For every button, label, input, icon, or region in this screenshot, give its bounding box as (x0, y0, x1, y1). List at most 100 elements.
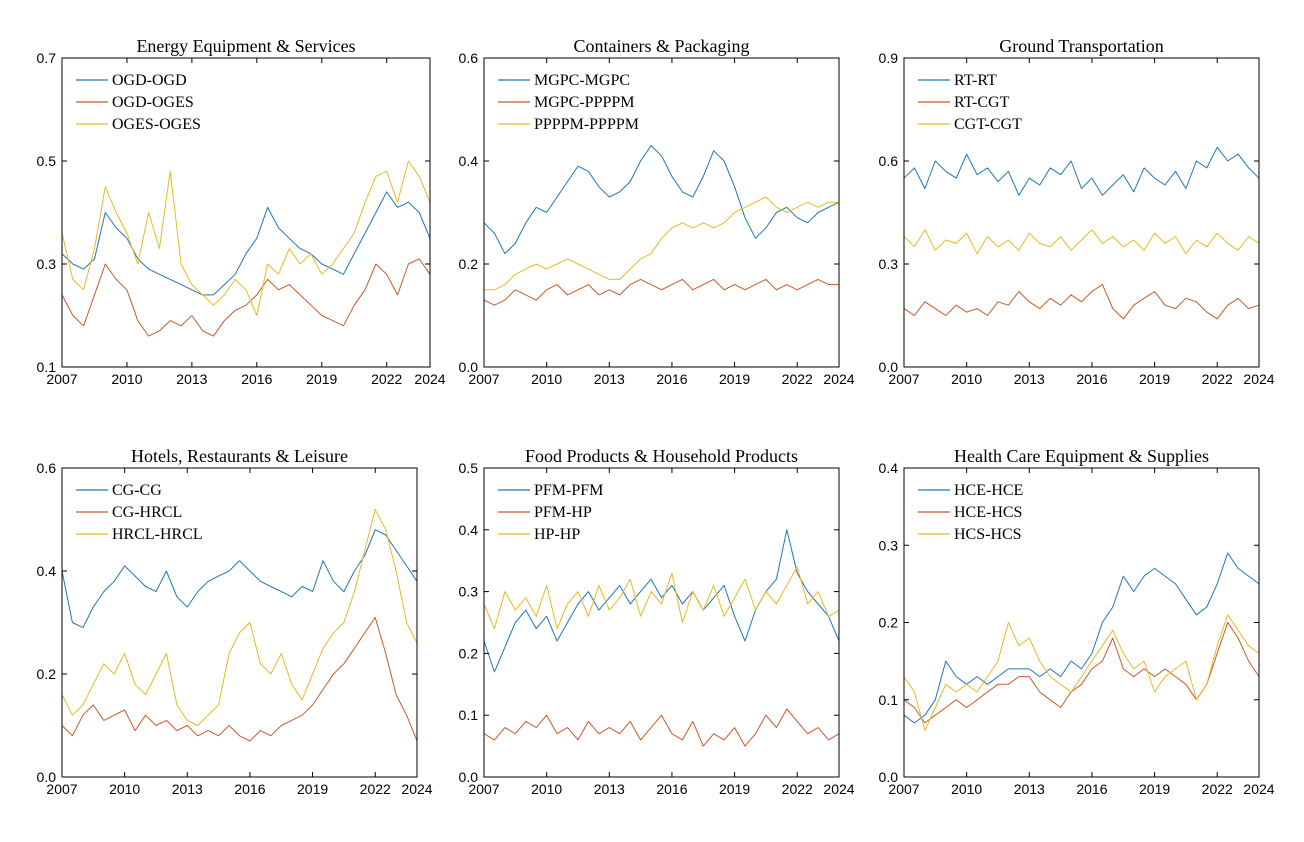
x-tick-label: 2016 (234, 781, 265, 797)
y-tick-label: 0.2 (879, 615, 899, 631)
panel-ground-transportation: Ground Transportation 2007 2010 2013 2016 201… (879, 36, 1275, 387)
x-tick-label: 2024 (414, 371, 445, 387)
x-tick-label: 2019 (1139, 781, 1170, 797)
y-tick-label: 0.0 (459, 769, 479, 785)
legend-label-hce-hcs: HCE-HCS (954, 504, 1022, 521)
x-tick-label: 2010 (531, 781, 562, 797)
x-tick-label: 2016 (1076, 781, 1107, 797)
axes-frame (483, 467, 840, 778)
axes-frame (61, 57, 431, 368)
series-line-hce-hce (903, 552, 1260, 724)
legend-label-cgt-cgt: CGT-CGT (954, 116, 1022, 133)
y-tick-label: 0.2 (459, 256, 479, 272)
x-tick-label: 2022 (1202, 781, 1233, 797)
x-tick-label: 2024 (1243, 781, 1274, 797)
series-line-hrcl-hrcl (61, 508, 418, 726)
y-tick-label: 0.5 (459, 460, 479, 476)
y-tick-label: 0.1 (459, 707, 479, 723)
x-tick-label: 2007 (468, 371, 499, 387)
series-line-hcs-hcs (903, 614, 1260, 732)
x-tick-label: 2019 (306, 371, 337, 387)
series-line-pfm-pfm (483, 529, 840, 673)
x-tick-label: 2024 (823, 371, 854, 387)
x-tick-label: 2024 (401, 781, 432, 797)
x-tick-label: 2007 (888, 371, 919, 387)
series-line-rt-cgt (903, 284, 1260, 320)
x-tick-label: 2022 (782, 781, 813, 797)
y-tick-label: 0.3 (879, 256, 899, 272)
x-tick-label: 2016 (1076, 371, 1107, 387)
series-line-ogd-oges (61, 258, 431, 337)
x-tick-label: 2016 (656, 781, 687, 797)
legend-label-mgpc-ppppm: MGPC-PPPPM (534, 94, 635, 111)
legend-label-hcs-hcs: HCS-HCS (954, 526, 1022, 543)
y-tick-label: 0.6 (37, 460, 57, 476)
panel-containers-packaging: Containers & Packaging 2007 2010 2013 2016 20… (459, 36, 855, 387)
series-line-mgpc-ppppm (483, 278, 839, 306)
legend: CG-CG CG-HRCL HRCL-HRCL (76, 482, 203, 543)
x-tick-label: 2013 (1014, 781, 1045, 797)
panel-health-care: Health Care Equipment & Supplies 2007 2010… (879, 446, 1275, 797)
series-line-rt-rt (903, 146, 1260, 196)
y-tick-label: 0.3 (459, 584, 479, 600)
y-tick-label: 0.6 (459, 50, 479, 66)
legend-label-pfm-pfm: PFM-PFM (534, 482, 603, 499)
chart-title: Hotels, Restaurants & Leisure (131, 446, 348, 466)
legend-label-oges-oges: OGES-OGES (112, 116, 201, 133)
x-tick-label: 2022 (360, 781, 391, 797)
legend: OGD-OGD OGD-OGES OGES-OGES (76, 72, 201, 133)
y-tick-label: 0.2 (37, 666, 57, 682)
legend: PFM-PFM PFM-HP HP-HP (498, 482, 603, 543)
x-tick-label: 2016 (656, 371, 687, 387)
series-line-ogd-ogd (61, 191, 431, 296)
x-tick-label: 2022 (371, 371, 402, 387)
x-tick-label: 2013 (176, 371, 207, 387)
x-tick-label: 2007 (888, 781, 919, 797)
y-tick-label: 0.1 (37, 359, 57, 375)
axes-frame (61, 467, 418, 778)
legend-label-hrcl-hrcl: HRCL-HRCL (112, 526, 203, 543)
panel-hotels-restaurants: Hotels, Restaurants & Leisure 2007 2010 201… (37, 446, 433, 797)
y-tick-label: 0.9 (879, 50, 899, 66)
series-line-oges-oges (61, 160, 431, 316)
x-tick-label: 2010 (951, 371, 982, 387)
y-tick-label: 0.0 (879, 359, 899, 375)
x-tick-label: 2022 (782, 371, 813, 387)
legend: RT-RT RT-CGT CGT-CGT (918, 72, 1022, 133)
x-tick-label: 2019 (297, 781, 328, 797)
chart-title: Health Care Equipment & Supplies (954, 446, 1209, 466)
legend: MGPC-MGPC MGPC-PPPPM PPPPM-PPPPM (498, 72, 639, 133)
chart-title: Containers & Packaging (574, 36, 750, 56)
y-tick-label: 0.4 (37, 563, 57, 579)
y-tick-label: 0.2 (459, 645, 479, 661)
axes-frame (903, 57, 1260, 368)
series-line-mgpc-mgpc (483, 145, 840, 255)
legend-label-rt-rt: RT-RT (954, 72, 997, 89)
y-tick-label: 0.4 (459, 522, 479, 538)
x-tick-label: 2007 (46, 371, 77, 387)
legend-label-hp-hp: HP-HP (534, 526, 580, 543)
y-tick-label: 0.0 (459, 359, 479, 375)
y-tick-label: 0.3 (37, 256, 57, 272)
y-tick-label: 0.5 (37, 153, 57, 169)
x-tick-label: 2019 (719, 371, 750, 387)
y-tick-label: 0.7 (37, 50, 57, 66)
x-tick-label: 2013 (172, 781, 203, 797)
axes-frame (483, 57, 840, 368)
legend-label-rt-cgt: RT-CGT (954, 94, 1010, 111)
legend-label-cg-hrcl: CG-HRCL (112, 504, 182, 521)
legend-label-hce-hce: HCE-HCE (954, 482, 1023, 499)
chart-title: Ground Transportation (999, 36, 1164, 56)
x-tick-label: 2013 (1014, 371, 1045, 387)
legend-label-pfm-hp: PFM-HP (534, 504, 592, 521)
y-tick-label: 0.0 (37, 769, 57, 785)
chart-title: Energy Equipment & Services (136, 36, 355, 56)
y-tick-label: 0.0 (879, 769, 899, 785)
x-tick-label: 2013 (594, 371, 625, 387)
legend-label-ogd-ogd: OGD-OGD (112, 72, 187, 89)
panel-food-household: Food Products & Household Products 2007 20… (459, 446, 855, 797)
y-tick-label: 0.4 (459, 153, 479, 169)
x-tick-label: 2024 (1243, 371, 1274, 387)
y-tick-label: 0.3 (879, 537, 899, 553)
